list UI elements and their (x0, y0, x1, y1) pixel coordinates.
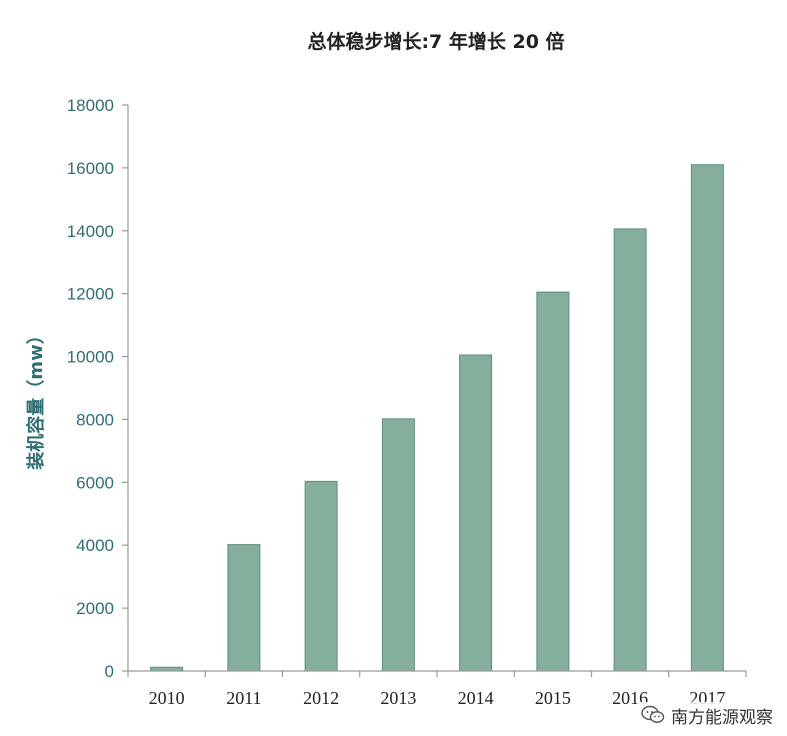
y-tick-label: 18000 (67, 96, 114, 115)
bars (150, 164, 724, 672)
x-tick-label: 2013 (380, 688, 416, 708)
bar-2015 (536, 291, 570, 672)
wechat-icon (641, 705, 665, 723)
watermark: 南方能源观察 (637, 702, 777, 728)
bar-2016 (613, 228, 647, 672)
y-tick-label: 4000 (76, 536, 114, 555)
bar-2017 (690, 164, 724, 672)
bar-2012 (304, 480, 338, 672)
chart-title: 总体稳步增长:7 年增长 20 倍 (307, 30, 564, 53)
watermark-text: 南方能源观察 (671, 707, 773, 728)
y-axis-ticks: 0 2000 4000 6000 8000 10000 12000 14000 16000 180… (67, 96, 128, 681)
y-tick-label: 12000 (67, 285, 114, 304)
x-tick-label: 2015 (535, 688, 571, 708)
y-tick-label: 8000 (76, 410, 114, 429)
x-tick-label: 2011 (226, 688, 261, 708)
bar-2011 (227, 544, 261, 672)
x-tick-label: 2014 (458, 688, 494, 708)
y-tick-label: 6000 (76, 473, 114, 492)
bar-2014 (459, 354, 493, 672)
y-tick-label: 16000 (67, 159, 114, 178)
y-tick-label: 2000 (76, 599, 114, 618)
y-axis-label: 装机容量（mw） (25, 326, 47, 469)
y-tick-label: 0 (105, 662, 114, 681)
y-tick-label: 14000 (67, 222, 114, 241)
bar-2013 (381, 418, 415, 672)
x-tick-label: 2012 (303, 688, 339, 708)
y-tick-label: 10000 (67, 348, 114, 367)
x-tick-label: 2010 (149, 688, 185, 708)
